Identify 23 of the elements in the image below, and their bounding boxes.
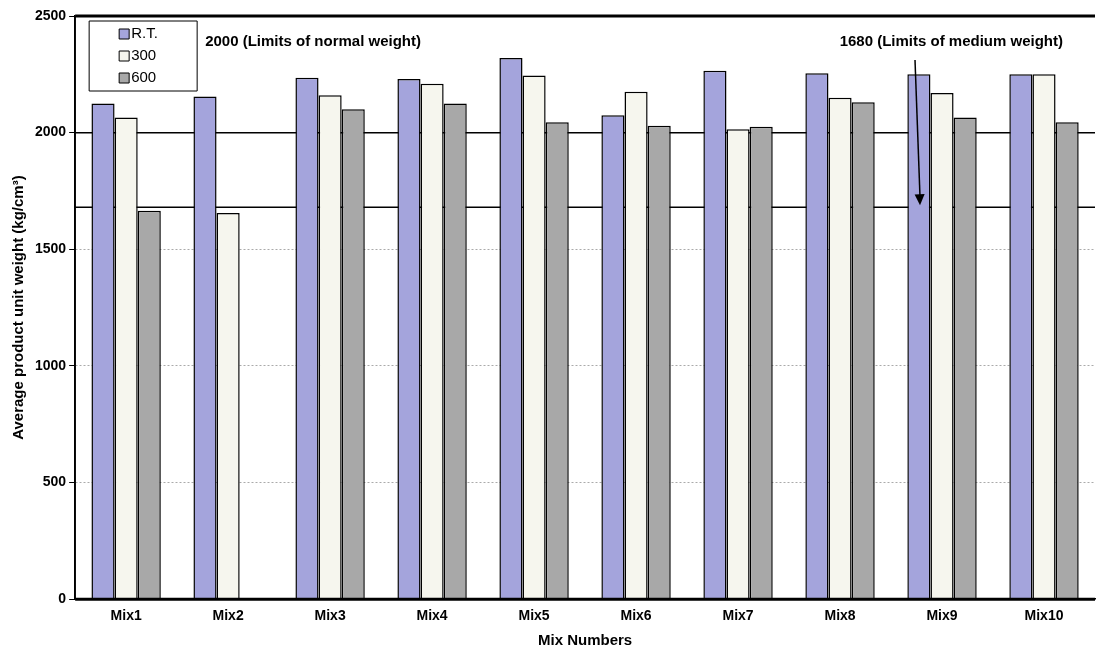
x-tick-label: Mix7 xyxy=(722,607,754,624)
y-tick-label: 0 xyxy=(58,590,67,607)
y-tick-label: 2500 xyxy=(34,6,67,23)
x-tick-label: Mix10 xyxy=(1024,607,1064,624)
y-tick-label: 500 xyxy=(42,473,67,490)
legend-label: 600 xyxy=(131,68,157,86)
y-tick-label: 1000 xyxy=(34,356,67,373)
x-tick-label: Mix6 xyxy=(620,607,652,624)
x-tick-label: Mix2 xyxy=(212,607,244,624)
x-tick-label: Mix5 xyxy=(518,607,550,624)
annotation: 2000 (Limits of normal weight) xyxy=(205,32,422,50)
x-tick-label: Mix4 xyxy=(416,607,448,624)
y-axis-title: Average product unit weight (kg/cm³) xyxy=(9,175,27,440)
x-tick-label: Mix9 xyxy=(926,607,958,624)
y-tick-label: 1500 xyxy=(34,240,67,257)
y-tick-label: 2000 xyxy=(34,123,67,140)
x-axis-title: Mix Numbers xyxy=(537,631,633,649)
x-tick-label: Mix3 xyxy=(314,607,346,624)
legend-label: 300 xyxy=(131,46,157,64)
legend-label: R.T. xyxy=(131,24,158,42)
annotation: 1680 (Limits of medium weight) xyxy=(839,32,1063,50)
x-tick-label: Mix8 xyxy=(824,607,856,624)
x-tick-label: Mix1 xyxy=(110,607,142,624)
